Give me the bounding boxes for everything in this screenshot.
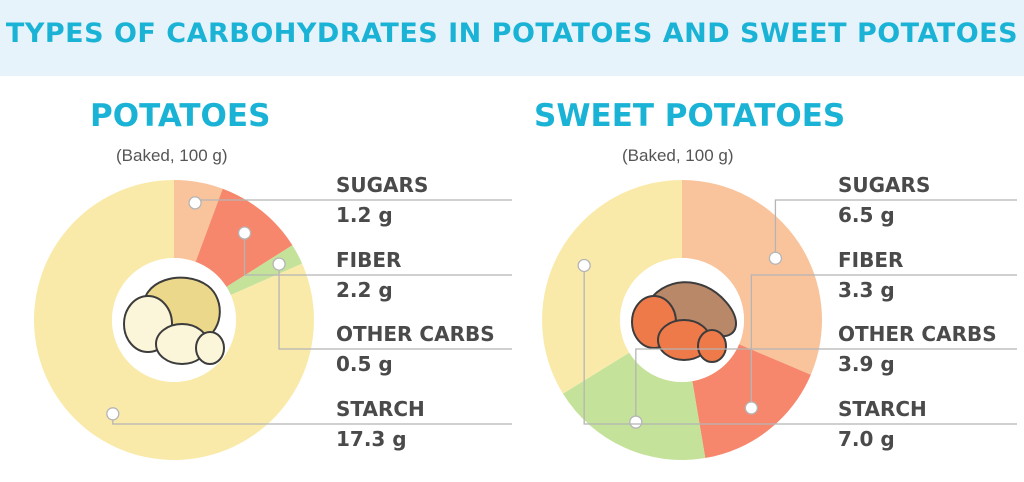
slice-value: 0.5 g [336,352,393,376]
sweet-potato-icon [631,281,737,363]
potato-icon [123,276,225,365]
header-banner: TYPES OF CARBOHYDRATES IN POTATOES AND S… [0,0,1024,76]
slice-marker [768,251,783,265]
leader-line [583,265,1017,425]
slice-value: 6.5 g [838,203,895,227]
slice-label: SUGARS [838,173,931,197]
slice-value: 3.3 g [838,278,895,302]
pie-slice-other-carbs [562,352,706,460]
slice-marker [106,407,120,421]
leader-line [750,274,1017,408]
slice-label: SUGARS [336,173,429,197]
potato-slice-shape [195,331,225,365]
pie-slice-starch [542,180,682,394]
slice-label: OTHER CARBS [336,322,495,346]
slice-marker [237,226,252,240]
leader-line [774,199,1017,259]
slice-marker [744,401,759,415]
slice-value: 7.0 g [838,427,895,451]
pie-slice-starch [34,179,315,460]
slice-marker [577,258,591,273]
slice-value: 3.9 g [838,352,895,376]
slice-marker [629,415,643,429]
chart-subtitle: (Baked, 100 g) [622,146,734,165]
chart-subtitle: (Baked, 100 g) [116,146,228,165]
pie-slice-other-carbs [226,245,303,296]
slice-label: STARCH [838,397,927,421]
slice-value: 1.2 g [336,203,393,227]
potatoes-panel: POTATOES (Baked, 100 g) SUGARS 1.2 g FIB… [34,98,512,460]
slice-label: FIBER [838,248,904,272]
slice-value: 17.3 g [336,427,407,451]
slice-marker [188,196,202,210]
potatoes-donut-chart [34,179,512,460]
sweet-potatoes-panel: SWEET POTATOES (Baked, 100 g) SUGARS 6.5… [512,0,1024,482]
slice-marker [272,257,286,271]
leader-line [635,348,1017,423]
page-title: TYPES OF CARBOHYDRATES IN POTATOES AND S… [5,18,1019,49]
leader-line [243,233,512,276]
slice-label: STARCH [336,397,425,421]
slice-value: 2.2 g [336,278,393,302]
chart-title: POTATOES [90,98,271,134]
chart-title: SWEET POTATOES [534,98,846,134]
slice-label: OTHER CARBS [838,322,997,346]
sweet-potatoes-donut-chart [542,180,1017,460]
slice-label: FIBER [336,248,402,272]
sweet-potato-slice-shape [697,329,727,363]
leader-line [278,264,512,350]
